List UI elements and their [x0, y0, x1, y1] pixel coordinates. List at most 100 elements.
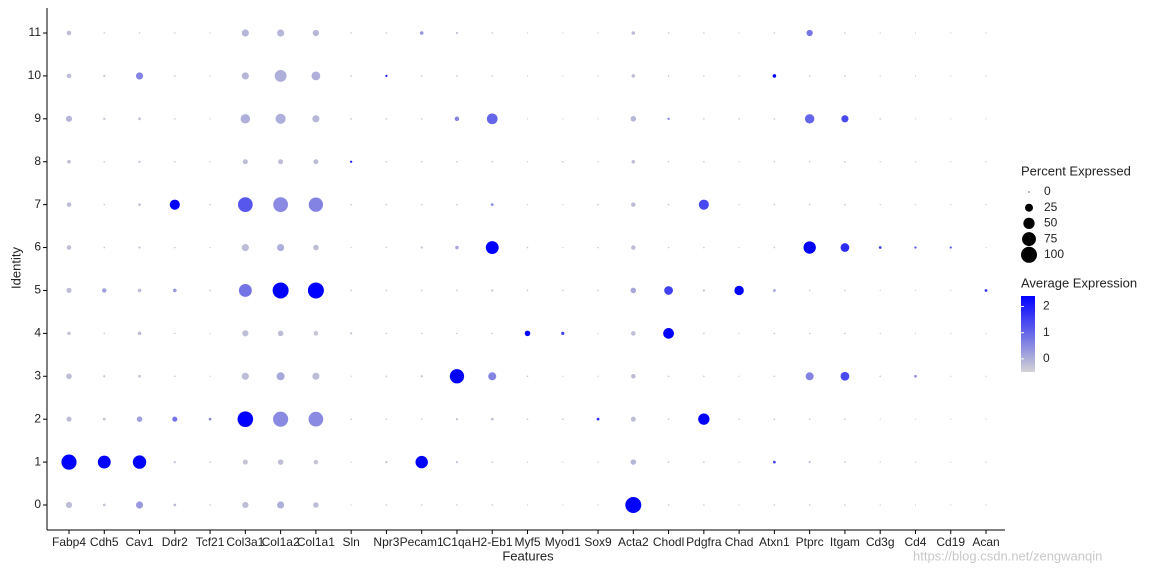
- dot: [66, 245, 72, 250]
- dot: [772, 289, 776, 292]
- dot: [135, 501, 144, 509]
- dot: [312, 29, 319, 37]
- dot: [703, 461, 705, 463]
- dot: [174, 332, 176, 335]
- dot: [241, 243, 249, 252]
- dot: [773, 504, 776, 506]
- dot: [420, 504, 423, 506]
- dot: [773, 160, 776, 163]
- color-legend-title: Average Expression: [1021, 275, 1137, 290]
- dot: [174, 160, 176, 163]
- dot: [985, 461, 987, 463]
- dot: [803, 241, 816, 254]
- x-tick-label: Col1a1: [297, 535, 335, 549]
- dot: [596, 417, 600, 421]
- dot: [667, 461, 670, 463]
- dot: [844, 289, 846, 292]
- dot: [698, 413, 710, 425]
- y-tick-label: 1: [34, 454, 41, 468]
- dot: [698, 199, 709, 210]
- dot: [949, 246, 952, 249]
- dot: [385, 289, 388, 292]
- size-legend-title: Percent Expressed: [1021, 163, 1131, 178]
- dot: [844, 461, 846, 463]
- dot: [985, 118, 987, 120]
- dot: [879, 504, 881, 506]
- dot: [209, 246, 211, 249]
- dot: [914, 161, 917, 163]
- watermark: https://blog.csdn.net/zengwanqin: [913, 548, 1102, 563]
- y-axis-title: Identity: [8, 247, 23, 289]
- dot: [844, 32, 846, 34]
- dot: [277, 243, 285, 252]
- dot: [703, 32, 705, 34]
- dot: [914, 118, 917, 120]
- size-legend-dot: [1021, 246, 1037, 263]
- dot: [308, 197, 324, 212]
- dot: [808, 75, 811, 77]
- dot: [238, 284, 252, 297]
- dot: [273, 197, 288, 213]
- dot: [490, 417, 494, 421]
- dot: [174, 32, 176, 34]
- dot: [173, 288, 177, 293]
- dot: [273, 411, 289, 427]
- dot: [738, 204, 740, 206]
- dot: [385, 332, 388, 335]
- dot: [311, 71, 321, 81]
- dot: [385, 118, 388, 120]
- dot: [879, 332, 881, 334]
- dot: [914, 374, 917, 378]
- dot: [914, 332, 917, 334]
- dot: [137, 331, 142, 336]
- dot: [103, 375, 106, 378]
- dot: [597, 75, 599, 77]
- x-tick-label: Cav1: [126, 535, 154, 549]
- dot: [385, 375, 388, 378]
- x-tick-label: Chodl: [653, 535, 684, 549]
- dot: [526, 204, 529, 206]
- dot: [103, 160, 106, 163]
- dot: [950, 161, 952, 163]
- dot: [667, 160, 670, 163]
- dot: [597, 289, 599, 292]
- dot: [772, 460, 776, 464]
- dot: [562, 504, 564, 506]
- dot: [844, 203, 846, 206]
- dot: [209, 203, 211, 206]
- dot: [985, 75, 987, 77]
- dot: [491, 75, 494, 77]
- dot: [415, 455, 428, 469]
- dot: [242, 501, 249, 509]
- dot: [738, 32, 740, 34]
- dot: [950, 461, 952, 463]
- x-tick-label: Pdgfra: [686, 535, 722, 549]
- dot: [805, 372, 814, 381]
- dot: [241, 72, 249, 80]
- dot: [174, 375, 176, 378]
- dot: [734, 285, 744, 296]
- dot: [65, 115, 73, 122]
- dot: [773, 203, 776, 206]
- dot: [420, 289, 423, 292]
- dot: [950, 332, 952, 334]
- size-legend-label: 75: [1044, 231, 1058, 245]
- dot: [174, 75, 176, 77]
- x-tick-label: C1qa: [443, 535, 472, 549]
- dot: [703, 75, 705, 77]
- dot: [132, 455, 147, 469]
- dot: [419, 31, 424, 35]
- dot: [456, 504, 458, 506]
- dot: [667, 32, 670, 34]
- dot: [914, 32, 917, 34]
- dot: [840, 371, 850, 381]
- dot: [950, 504, 952, 506]
- dot: [985, 418, 987, 420]
- dot: [526, 289, 529, 292]
- dot: [950, 204, 952, 206]
- dot: [703, 332, 705, 335]
- dot: [597, 461, 599, 463]
- y-tick-label: 10: [28, 68, 42, 82]
- dot: [808, 332, 811, 335]
- size-legend-dot: [1022, 232, 1036, 247]
